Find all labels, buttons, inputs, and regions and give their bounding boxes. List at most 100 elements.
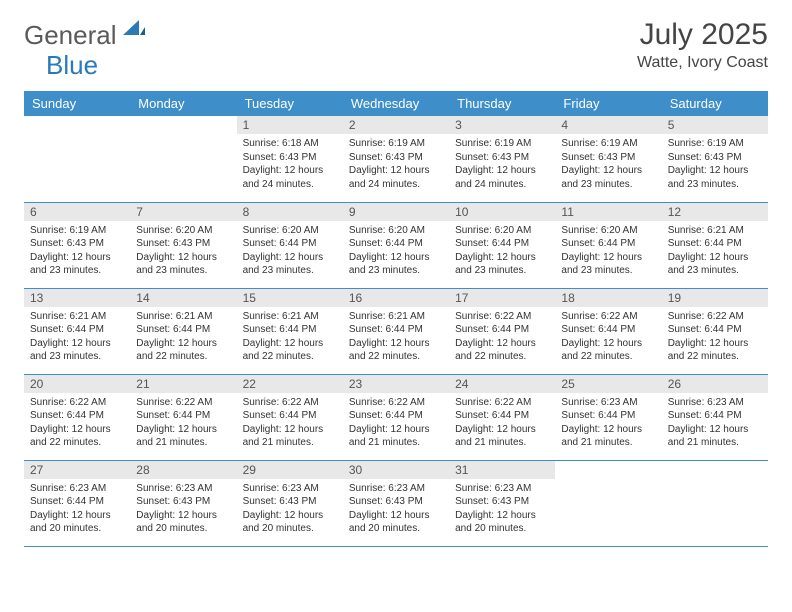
title-block: July 2025 Watte, Ivory Coast: [637, 18, 768, 72]
day-number: 13: [24, 289, 130, 307]
day-number: 25: [555, 375, 661, 393]
calendar-row: 6Sunrise: 6:19 AMSunset: 6:43 PMDaylight…: [24, 202, 768, 288]
calendar-cell: 30Sunrise: 6:23 AMSunset: 6:43 PMDayligh…: [343, 460, 449, 546]
day-details: Sunrise: 6:19 AMSunset: 6:43 PMDaylight:…: [555, 134, 661, 195]
weekday-header: Wednesday: [343, 91, 449, 116]
day-number: 31: [449, 461, 555, 479]
day-number: 10: [449, 203, 555, 221]
calendar-row: 20Sunrise: 6:22 AMSunset: 6:44 PMDayligh…: [24, 374, 768, 460]
day-number: 21: [130, 375, 236, 393]
day-number: 24: [449, 375, 555, 393]
day-number: 15: [237, 289, 343, 307]
day-number: 12: [662, 203, 768, 221]
calendar-cell: 8Sunrise: 6:20 AMSunset: 6:44 PMDaylight…: [237, 202, 343, 288]
day-number: 9: [343, 203, 449, 221]
weekday-header: Saturday: [662, 91, 768, 116]
calendar-cell: [130, 116, 236, 202]
logo: General: [24, 18, 147, 53]
day-number: 19: [662, 289, 768, 307]
day-details: Sunrise: 6:20 AMSunset: 6:43 PMDaylight:…: [130, 221, 236, 282]
day-number: 3: [449, 116, 555, 134]
weekday-header: Tuesday: [237, 91, 343, 116]
day-details: Sunrise: 6:23 AMSunset: 6:43 PMDaylight:…: [343, 479, 449, 540]
calendar-cell: 9Sunrise: 6:20 AMSunset: 6:44 PMDaylight…: [343, 202, 449, 288]
day-number: 5: [662, 116, 768, 134]
day-number: 6: [24, 203, 130, 221]
day-details: Sunrise: 6:18 AMSunset: 6:43 PMDaylight:…: [237, 134, 343, 195]
day-details: Sunrise: 6:23 AMSunset: 6:44 PMDaylight:…: [24, 479, 130, 540]
calendar-cell: 23Sunrise: 6:22 AMSunset: 6:44 PMDayligh…: [343, 374, 449, 460]
calendar-cell: 14Sunrise: 6:21 AMSunset: 6:44 PMDayligh…: [130, 288, 236, 374]
day-details: Sunrise: 6:22 AMSunset: 6:44 PMDaylight:…: [555, 307, 661, 368]
calendar-cell: 10Sunrise: 6:20 AMSunset: 6:44 PMDayligh…: [449, 202, 555, 288]
day-details: Sunrise: 6:20 AMSunset: 6:44 PMDaylight:…: [449, 221, 555, 282]
calendar-cell: 21Sunrise: 6:22 AMSunset: 6:44 PMDayligh…: [130, 374, 236, 460]
day-details: Sunrise: 6:22 AMSunset: 6:44 PMDaylight:…: [662, 307, 768, 368]
day-details: Sunrise: 6:21 AMSunset: 6:44 PMDaylight:…: [343, 307, 449, 368]
day-details: Sunrise: 6:23 AMSunset: 6:43 PMDaylight:…: [449, 479, 555, 540]
calendar-table: Sunday Monday Tuesday Wednesday Thursday…: [24, 91, 768, 547]
calendar-cell: 31Sunrise: 6:23 AMSunset: 6:43 PMDayligh…: [449, 460, 555, 546]
calendar-cell: [662, 460, 768, 546]
weekday-header: Monday: [130, 91, 236, 116]
day-number: 30: [343, 461, 449, 479]
calendar-cell: 24Sunrise: 6:22 AMSunset: 6:44 PMDayligh…: [449, 374, 555, 460]
day-details: Sunrise: 6:21 AMSunset: 6:44 PMDaylight:…: [130, 307, 236, 368]
calendar-cell: 15Sunrise: 6:21 AMSunset: 6:44 PMDayligh…: [237, 288, 343, 374]
calendar-cell: 28Sunrise: 6:23 AMSunset: 6:43 PMDayligh…: [130, 460, 236, 546]
calendar-cell: 16Sunrise: 6:21 AMSunset: 6:44 PMDayligh…: [343, 288, 449, 374]
month-title: July 2025: [637, 18, 768, 52]
day-number: 28: [130, 461, 236, 479]
weekday-header: Sunday: [24, 91, 130, 116]
calendar-cell: 7Sunrise: 6:20 AMSunset: 6:43 PMDaylight…: [130, 202, 236, 288]
calendar-cell: 3Sunrise: 6:19 AMSunset: 6:43 PMDaylight…: [449, 116, 555, 202]
day-number: 17: [449, 289, 555, 307]
calendar-cell: 25Sunrise: 6:23 AMSunset: 6:44 PMDayligh…: [555, 374, 661, 460]
day-details: Sunrise: 6:23 AMSunset: 6:43 PMDaylight:…: [237, 479, 343, 540]
day-details: Sunrise: 6:23 AMSunset: 6:44 PMDaylight:…: [662, 393, 768, 454]
day-details: Sunrise: 6:19 AMSunset: 6:43 PMDaylight:…: [343, 134, 449, 195]
calendar-cell: 4Sunrise: 6:19 AMSunset: 6:43 PMDaylight…: [555, 116, 661, 202]
calendar-cell: 2Sunrise: 6:19 AMSunset: 6:43 PMDaylight…: [343, 116, 449, 202]
logo-text-part1: General: [24, 20, 117, 51]
day-details: Sunrise: 6:23 AMSunset: 6:44 PMDaylight:…: [555, 393, 661, 454]
calendar-cell: 19Sunrise: 6:22 AMSunset: 6:44 PMDayligh…: [662, 288, 768, 374]
day-details: Sunrise: 6:22 AMSunset: 6:44 PMDaylight:…: [343, 393, 449, 454]
calendar-cell: 12Sunrise: 6:21 AMSunset: 6:44 PMDayligh…: [662, 202, 768, 288]
day-number: 2: [343, 116, 449, 134]
day-number: 1: [237, 116, 343, 134]
day-details: Sunrise: 6:22 AMSunset: 6:44 PMDaylight:…: [24, 393, 130, 454]
weekday-header-row: Sunday Monday Tuesday Wednesday Thursday…: [24, 91, 768, 116]
calendar-cell: 5Sunrise: 6:19 AMSunset: 6:43 PMDaylight…: [662, 116, 768, 202]
calendar-cell: [24, 116, 130, 202]
calendar-cell: 11Sunrise: 6:20 AMSunset: 6:44 PMDayligh…: [555, 202, 661, 288]
day-number: 7: [130, 203, 236, 221]
day-number: 20: [24, 375, 130, 393]
day-details: Sunrise: 6:20 AMSunset: 6:44 PMDaylight:…: [555, 221, 661, 282]
calendar-cell: 18Sunrise: 6:22 AMSunset: 6:44 PMDayligh…: [555, 288, 661, 374]
calendar-row: 13Sunrise: 6:21 AMSunset: 6:44 PMDayligh…: [24, 288, 768, 374]
day-details: Sunrise: 6:22 AMSunset: 6:44 PMDaylight:…: [237, 393, 343, 454]
day-number: 4: [555, 116, 661, 134]
calendar-cell: 26Sunrise: 6:23 AMSunset: 6:44 PMDayligh…: [662, 374, 768, 460]
calendar-row: 1Sunrise: 6:18 AMSunset: 6:43 PMDaylight…: [24, 116, 768, 202]
location-label: Watte, Ivory Coast: [637, 54, 768, 72]
logo-text-part2: Blue: [46, 50, 98, 81]
day-number: 23: [343, 375, 449, 393]
day-details: Sunrise: 6:22 AMSunset: 6:44 PMDaylight:…: [449, 307, 555, 368]
day-number: 22: [237, 375, 343, 393]
calendar-cell: 29Sunrise: 6:23 AMSunset: 6:43 PMDayligh…: [237, 460, 343, 546]
calendar-cell: [555, 460, 661, 546]
day-number: 8: [237, 203, 343, 221]
calendar-row: 27Sunrise: 6:23 AMSunset: 6:44 PMDayligh…: [24, 460, 768, 546]
day-details: Sunrise: 6:20 AMSunset: 6:44 PMDaylight:…: [237, 221, 343, 282]
calendar-cell: 13Sunrise: 6:21 AMSunset: 6:44 PMDayligh…: [24, 288, 130, 374]
day-details: Sunrise: 6:22 AMSunset: 6:44 PMDaylight:…: [130, 393, 236, 454]
day-number: 27: [24, 461, 130, 479]
calendar-cell: 6Sunrise: 6:19 AMSunset: 6:43 PMDaylight…: [24, 202, 130, 288]
day-number: 16: [343, 289, 449, 307]
day-details: Sunrise: 6:19 AMSunset: 6:43 PMDaylight:…: [449, 134, 555, 195]
day-details: Sunrise: 6:22 AMSunset: 6:44 PMDaylight:…: [449, 393, 555, 454]
day-number: 18: [555, 289, 661, 307]
day-number: 14: [130, 289, 236, 307]
